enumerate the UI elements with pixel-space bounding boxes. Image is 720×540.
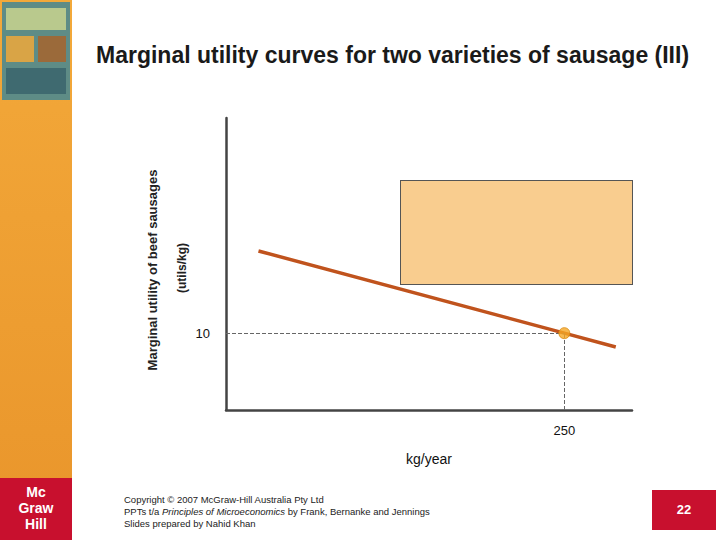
svg-text:10: 10: [196, 326, 210, 341]
svg-text:Marginal utility of beef sausa: Marginal utility of beef sausages: [145, 170, 160, 371]
html-text:Copyright © 2007 McGraw-Hill A: Copyright © 2007 McGraw-Hill Australia P…: [124, 494, 324, 505]
html-text:22: 22: [676, 502, 692, 517]
svg-text:kg/year: kg/year: [406, 451, 452, 467]
html-text:Marginal utility curves for tw: Marginal utility curves for two varietie…: [96, 42, 690, 68]
html-text:Mc: Mc: [26, 484, 46, 500]
html-text:Slides prepared by Nahid Khan: Slides prepared by Nahid Khan: [124, 518, 256, 529]
html-text:Graw: Graw: [18, 500, 54, 516]
html-text:PPTs t/a Principles of Microec: PPTs t/a Principles of Microeconomics by…: [124, 506, 430, 517]
svg-text:250: 250: [553, 423, 575, 438]
svg-text:(utils/kg): (utils/kg): [175, 243, 189, 293]
html-text:Hill: Hill: [25, 516, 47, 532]
